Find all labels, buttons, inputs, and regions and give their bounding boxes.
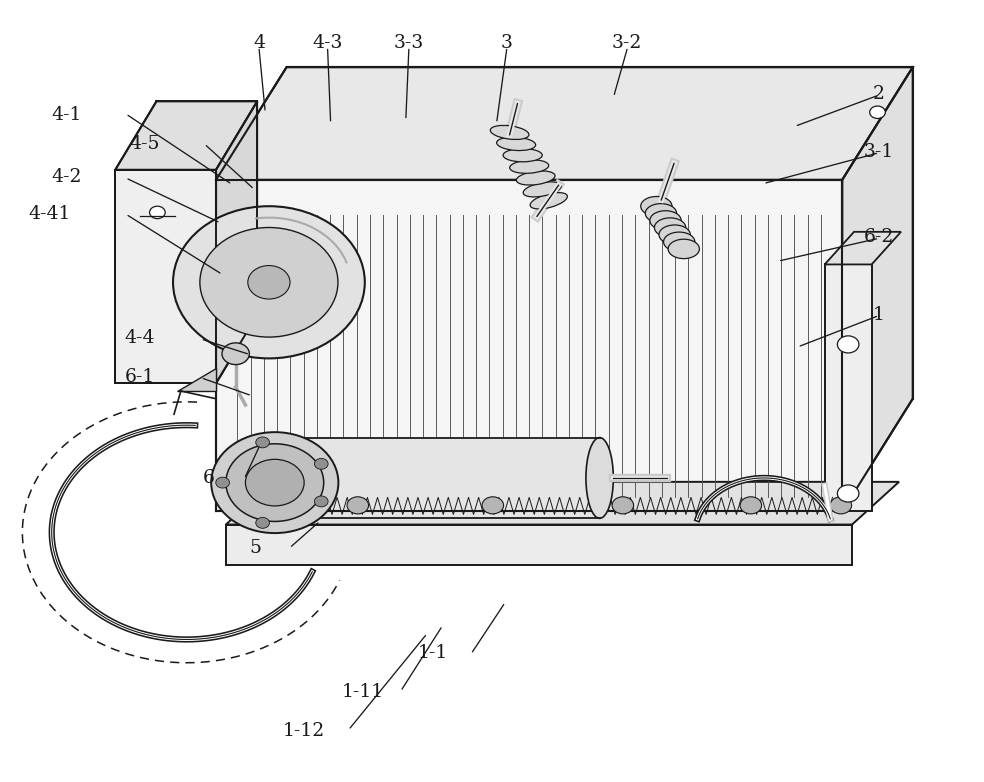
Text: 3: 3 [501, 34, 513, 52]
Ellipse shape [530, 192, 568, 209]
Ellipse shape [649, 210, 681, 230]
Circle shape [870, 106, 886, 118]
Text: 1: 1 [873, 306, 885, 324]
Text: 1-11: 1-11 [341, 683, 384, 701]
Circle shape [347, 497, 369, 514]
Circle shape [740, 497, 762, 514]
Circle shape [215, 477, 229, 488]
Polygon shape [115, 102, 257, 170]
Text: 6: 6 [203, 469, 215, 487]
Circle shape [257, 497, 278, 514]
Text: 4-2: 4-2 [51, 168, 82, 186]
Circle shape [245, 459, 304, 506]
Circle shape [482, 497, 504, 514]
Text: 2: 2 [873, 85, 885, 103]
Text: 6-2: 6-2 [863, 228, 893, 246]
Polygon shape [115, 170, 216, 383]
Polygon shape [825, 231, 901, 264]
Circle shape [248, 266, 290, 299]
Text: 3-1: 3-1 [863, 143, 893, 161]
Ellipse shape [497, 137, 535, 151]
Circle shape [150, 206, 165, 219]
Polygon shape [842, 67, 913, 511]
Polygon shape [177, 368, 216, 391]
Circle shape [830, 497, 851, 514]
Polygon shape [216, 180, 842, 511]
Ellipse shape [523, 182, 561, 197]
Ellipse shape [646, 203, 677, 223]
Text: 4-3: 4-3 [313, 34, 342, 52]
Polygon shape [226, 482, 899, 525]
Text: 4-5: 4-5 [130, 135, 160, 153]
Circle shape [200, 228, 338, 337]
Ellipse shape [503, 149, 542, 162]
Ellipse shape [490, 125, 529, 139]
Ellipse shape [659, 225, 691, 245]
Text: 5: 5 [249, 539, 261, 557]
Bar [284, 438, 599, 518]
Ellipse shape [517, 171, 555, 185]
Circle shape [837, 485, 859, 502]
Ellipse shape [668, 239, 700, 259]
Text: 6-1: 6-1 [125, 368, 154, 386]
Circle shape [256, 518, 270, 529]
Circle shape [837, 336, 859, 353]
Circle shape [222, 343, 249, 364]
Ellipse shape [663, 232, 695, 252]
Circle shape [315, 496, 328, 507]
Text: 4-4: 4-4 [125, 329, 155, 347]
Text: 4-41: 4-41 [29, 205, 71, 223]
Ellipse shape [641, 196, 672, 216]
Polygon shape [216, 67, 913, 180]
Circle shape [315, 458, 328, 469]
Circle shape [226, 444, 324, 522]
Ellipse shape [271, 438, 298, 518]
Text: 4: 4 [253, 34, 265, 52]
Text: 3-3: 3-3 [394, 34, 424, 52]
Polygon shape [226, 525, 852, 565]
Text: 1-1: 1-1 [418, 644, 449, 662]
Ellipse shape [585, 438, 613, 518]
Ellipse shape [510, 160, 549, 174]
Ellipse shape [654, 218, 686, 237]
Text: 4-1: 4-1 [51, 106, 82, 124]
Text: 1-12: 1-12 [283, 722, 326, 740]
Circle shape [173, 206, 365, 358]
Circle shape [612, 497, 634, 514]
Polygon shape [216, 102, 257, 383]
Circle shape [212, 432, 338, 533]
Bar [825, 264, 872, 511]
Circle shape [256, 437, 270, 448]
Text: 3-2: 3-2 [612, 34, 643, 52]
